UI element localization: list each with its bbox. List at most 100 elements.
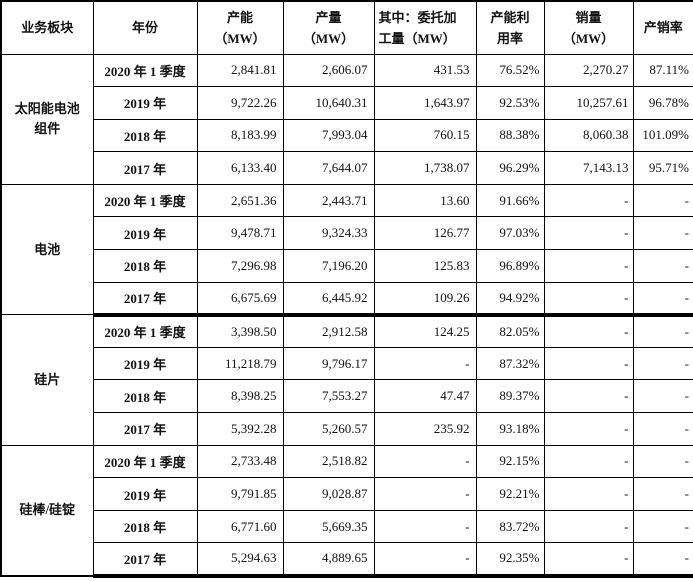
sales-cell: - <box>543 379 634 414</box>
sales-ratio-cell: 101.09% <box>632 118 693 153</box>
sales-ratio-cell: - <box>632 509 693 544</box>
utilization-cell: 88.38% <box>475 118 545 153</box>
segment-cell-solar-modules: 太阳能电池组件 <box>0 53 94 185</box>
utilization-cell: 89.37% <box>475 379 545 414</box>
utilization-cell: 92.35% <box>475 542 545 578</box>
output-cell: 7,644.07 <box>282 151 375 185</box>
sales-ratio-cell: - <box>632 183 693 218</box>
capacity-cell: 8,183.99 <box>196 118 284 153</box>
table-header: 业务板块 年份 产能 （MW） 产量 （MW） 其中：委托加 工量（MW） 产能利 用率… <box>0 0 693 55</box>
sales-cell: - <box>543 183 634 218</box>
outsourced-cell: 47.47 <box>373 379 477 414</box>
output-cell: 6,445.92 <box>282 281 375 317</box>
output-cell: 7,553.27 <box>282 379 375 414</box>
output-cell: 2,518.82 <box>282 444 375 479</box>
utilization-cell: 83.72% <box>475 509 545 544</box>
output-cell: 2,443.71 <box>282 183 375 218</box>
sales-ratio-cell: - <box>632 281 693 317</box>
header-label: （MW） <box>562 30 615 46</box>
sales-cell: - <box>543 542 634 578</box>
year-cell: 2017 年 <box>92 281 198 317</box>
table-row: 2018 年 8,398.25 7,553.27 47.47 89.37% - … <box>1 379 693 414</box>
table-row: 2018 年 7,296.98 7,196.20 125.83 96.89% -… <box>1 249 693 283</box>
sales-ratio-cell: 87.11% <box>632 53 693 88</box>
outsourced-cell: 124.25 <box>373 314 477 348</box>
utilization-cell: 97.03% <box>475 216 545 251</box>
header-output: 产量 （MW） <box>282 0 375 55</box>
sales-cell: 2,270.27 <box>543 53 634 88</box>
sales-cell: 10,257.61 <box>543 86 634 120</box>
sales-cell: - <box>543 281 634 317</box>
output-cell: 2,606.07 <box>282 53 375 88</box>
sales-cell: - <box>543 444 634 479</box>
outsourced-cell: 125.83 <box>373 249 477 283</box>
sales-cell: 8,060.38 <box>543 118 634 153</box>
year-cell: 2017 年 <box>92 151 198 185</box>
segment-cell-wafer: 硅片 <box>0 314 94 446</box>
output-cell: 9,324.33 <box>282 216 375 251</box>
sales-ratio-cell: - <box>632 346 693 381</box>
output-cell: 7,196.20 <box>282 249 375 283</box>
capacity-cell: 2,651.36 <box>196 183 284 218</box>
utilization-cell: 82.05% <box>475 314 545 348</box>
utilization-cell: 76.52% <box>475 53 545 88</box>
header-business-segment: 业务板块 <box>0 0 94 55</box>
capacity-cell: 5,392.28 <box>196 412 284 446</box>
utilization-cell: 91.66% <box>475 183 545 218</box>
utilization-cell: 94.92% <box>475 281 545 317</box>
year-cell: 2020 年 1 季度 <box>92 444 198 479</box>
header-label: （MW） <box>214 30 266 46</box>
capacity-cell: 6,133.40 <box>196 151 284 185</box>
utilization-cell: 96.89% <box>475 249 545 283</box>
table-row: 电池 2020 年 1 季度 2,651.36 2,443.71 13.60 9… <box>0 183 693 316</box>
sales-ratio-cell: - <box>632 477 693 511</box>
sales-ratio-cell: - <box>632 249 693 283</box>
table-row: 2017 年 5,392.28 5,260.57 235.92 93.18% -… <box>1 412 693 446</box>
capacity-cell: 9,722.26 <box>196 86 284 120</box>
outsourced-cell: 109.26 <box>373 281 477 317</box>
year-cell: 2020 年 1 季度 <box>92 314 198 348</box>
year-cell: 2017 年 <box>92 412 198 446</box>
year-cell: 2018 年 <box>92 118 198 153</box>
year-cell: 2019 年 <box>92 477 198 511</box>
header-label: 产量 <box>315 9 342 25</box>
capacity-cell: 7,296.98 <box>196 249 284 283</box>
capacity-cell: 11,218.79 <box>196 346 284 381</box>
header-label: 产能 <box>226 9 253 25</box>
sales-ratio-cell: - <box>632 542 693 578</box>
utilization-cell: 92.15% <box>475 444 545 479</box>
sales-cell: - <box>543 346 634 381</box>
header-label: 其中：委托加 <box>378 9 457 25</box>
header-label: 业务板块 <box>21 20 74 36</box>
utilization-cell: 92.21% <box>475 477 545 511</box>
table-row: 2017 年 6,133.40 7,644.07 1,738.07 96.29%… <box>1 151 693 185</box>
table-row: 2019 年 9,791.85 9,028.87 - 92.21% - - <box>1 477 693 511</box>
outsourced-cell: 126.77 <box>373 216 477 251</box>
capacity-cell: 9,478.71 <box>196 216 284 251</box>
outsourced-cell: - <box>373 346 477 381</box>
sales-cell: - <box>543 249 634 283</box>
capacity-cell: 2,841.81 <box>196 53 284 88</box>
capacity-cell: 8,398.25 <box>196 379 284 414</box>
sales-cell: 7,143.13 <box>543 151 634 185</box>
table-row: 硅棒/硅锭 2020 年 1 季度 2,733.48 2,518.82 - 92… <box>0 444 693 577</box>
outsourced-cell: 1,738.07 <box>373 151 477 185</box>
header-label: 工量（MW） <box>378 30 456 46</box>
header-label: 产销率 <box>643 20 683 36</box>
outsourced-cell: 760.15 <box>373 118 477 153</box>
utilization-cell: 96.29% <box>475 151 545 185</box>
output-cell: 5,669.35 <box>282 509 375 544</box>
year-cell: 2018 年 <box>92 379 198 414</box>
sales-ratio-cell: 96.78% <box>632 86 693 120</box>
capacity-cell: 6,675.69 <box>196 281 284 317</box>
table-row: 太阳能电池组件 2020 年 1 季度 2,841.81 2,606.07 43… <box>0 53 693 185</box>
utilization-cell: 93.18% <box>475 412 545 446</box>
header-label: 用率 <box>496 30 523 46</box>
header-row: 业务板块 年份 产能 （MW） 产量 （MW） 其中：委托加 工量（MW） 产能利 用率… <box>0 0 693 55</box>
capacity-cell: 5,294.63 <box>196 542 284 578</box>
header-sales-volume: 销量 （MW） <box>543 0 634 55</box>
header-label: 产能利 <box>490 9 530 25</box>
sales-ratio-cell: - <box>632 412 693 446</box>
outsourced-cell: 235.92 <box>373 412 477 446</box>
